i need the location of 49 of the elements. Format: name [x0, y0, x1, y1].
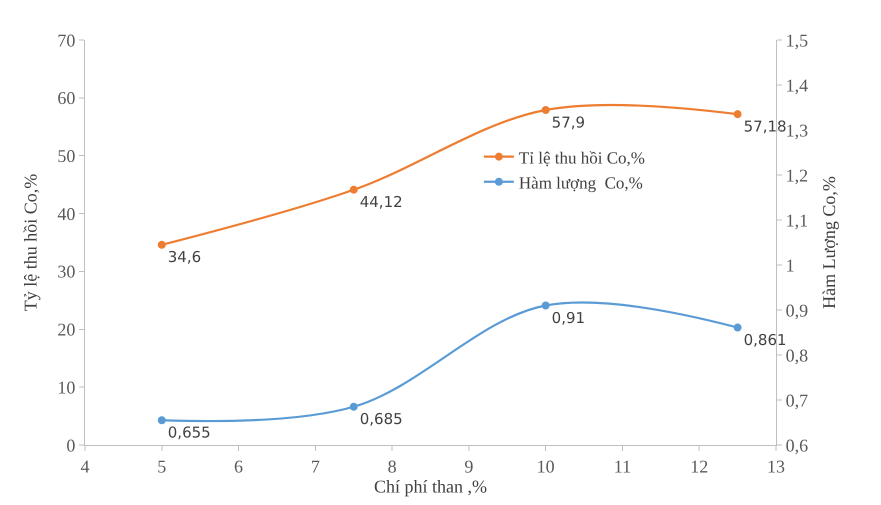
y-tick-label: 40 — [57, 204, 76, 224]
data-label: 57,18 — [744, 117, 787, 136]
legend-label: Tỉ lệ thu hồi Co,% — [518, 148, 645, 168]
y2-tick-label: 1,4 — [786, 75, 808, 96]
data-label: 57,9 — [552, 113, 586, 132]
data-label: 34,6 — [168, 248, 202, 266]
point — [158, 416, 166, 424]
point — [542, 106, 550, 114]
y-tick-label: 70 — [57, 30, 76, 50]
point — [542, 302, 550, 310]
y-tick-label: 20 — [57, 320, 76, 340]
point — [158, 240, 166, 249]
x-tick-label: 11 — [614, 456, 632, 477]
y-tick-label: 50 — [57, 146, 76, 166]
x-tick-label: 7 — [310, 456, 320, 477]
y-tick-label: 30 — [57, 262, 76, 282]
data-label: 0,685 — [360, 410, 403, 428]
y2-tick-label: 1,3 — [786, 120, 808, 140]
point — [734, 324, 742, 332]
y2-tick-label: 1,5 — [786, 30, 808, 50]
data-label: 44,12 — [360, 192, 403, 211]
y2-tick-label: 1,2 — [786, 165, 808, 186]
y2-tick-label: 1 — [786, 255, 795, 276]
x-tick-label: 13 — [767, 456, 785, 477]
x-axis-title: Chí phí than ,% — [374, 476, 487, 497]
data-label: 0,91 — [552, 308, 586, 327]
x-tick-label: 6 — [234, 456, 244, 477]
x-tick-label: 12 — [690, 456, 708, 477]
x-tick-label: 5 — [157, 456, 166, 477]
y-tick-label: 0 — [66, 435, 76, 456]
x-tick-label: 8 — [388, 456, 397, 477]
y-axis-title: Tỷ lệ thu hồi Co,% — [20, 174, 41, 312]
y-tick-label: 60 — [57, 88, 76, 108]
y2-tick-label: 1,1 — [786, 210, 808, 230]
legend-label: Hàm lượng Co,% — [518, 173, 643, 192]
x-tick-label: 9 — [464, 456, 474, 477]
x-tick-label: 4 — [80, 456, 90, 477]
y2-tick-label: 0,7 — [786, 390, 808, 410]
point — [350, 402, 358, 411]
point — [734, 110, 742, 118]
data-label: 0,655 — [168, 424, 211, 442]
y2-axis-title: Hàm Lượng Co,% — [819, 176, 840, 309]
y2-tick-label: 0,6 — [786, 435, 808, 456]
y2-tick-label: 0,9 — [786, 300, 808, 320]
x-tick-label: 10 — [536, 456, 555, 477]
point — [350, 186, 358, 194]
data-label: 0,861 — [744, 330, 787, 349]
y2-tick-label: 0,8 — [786, 345, 808, 366]
y-tick-label: 10 — [57, 377, 76, 398]
